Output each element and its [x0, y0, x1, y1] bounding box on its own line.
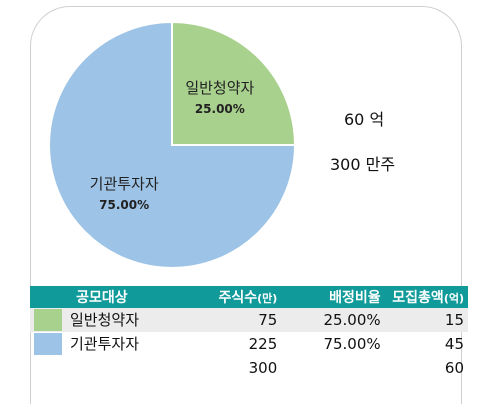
- table-header: 공모대상 주식수(만) 배정비율 모집총액(억): [30, 286, 468, 308]
- table-row: 일반청약자 75 25.00% 15: [30, 308, 468, 332]
- slice-pct-1: 75.00%: [99, 198, 149, 212]
- sum-shares: 300: [248, 359, 278, 377]
- table-row: 기관투자자 225 75.00% 45: [30, 332, 468, 356]
- pie-chart: 일반청약자 25.00% 기관투자자 75.00%: [48, 20, 297, 269]
- legend-swatch-institution: [34, 333, 62, 356]
- row-ratio: 75.00%: [323, 335, 381, 353]
- row-total: 45: [444, 335, 464, 353]
- row-total: 15: [384, 308, 468, 332]
- pie-slice-1: [48, 20, 297, 269]
- slice-pct-0: 25.00%: [195, 102, 245, 116]
- total-shares: 300 만주: [330, 155, 396, 174]
- slice-label-1: 기관투자자: [90, 175, 159, 193]
- row-ratio: 25.00%: [281, 308, 385, 332]
- header-total: 모집총액(억): [384, 286, 468, 308]
- sum-total: 60: [444, 359, 464, 377]
- row-shares: 75: [173, 308, 282, 332]
- legend-swatch-retail: [34, 309, 62, 332]
- table-sum-row: 300 60: [30, 356, 468, 380]
- row-name: 일반청약자: [30, 308, 174, 332]
- row-name: 기관투자자: [30, 332, 174, 356]
- header-ratio: 배정비율: [281, 286, 385, 308]
- pie-slice-0: [171, 20, 297, 146]
- allocation-table: 공모대상 주식수(만) 배정비율 모집총액(억) 일반청약자 75 25.00%…: [30, 286, 468, 380]
- header-shares: 주식수(만): [173, 286, 282, 308]
- slice-label-0: 일반청약자: [185, 79, 254, 97]
- row-shares: 225: [248, 335, 278, 353]
- header-target: 공모대상: [30, 286, 174, 308]
- total-amount: 60 억: [344, 110, 385, 129]
